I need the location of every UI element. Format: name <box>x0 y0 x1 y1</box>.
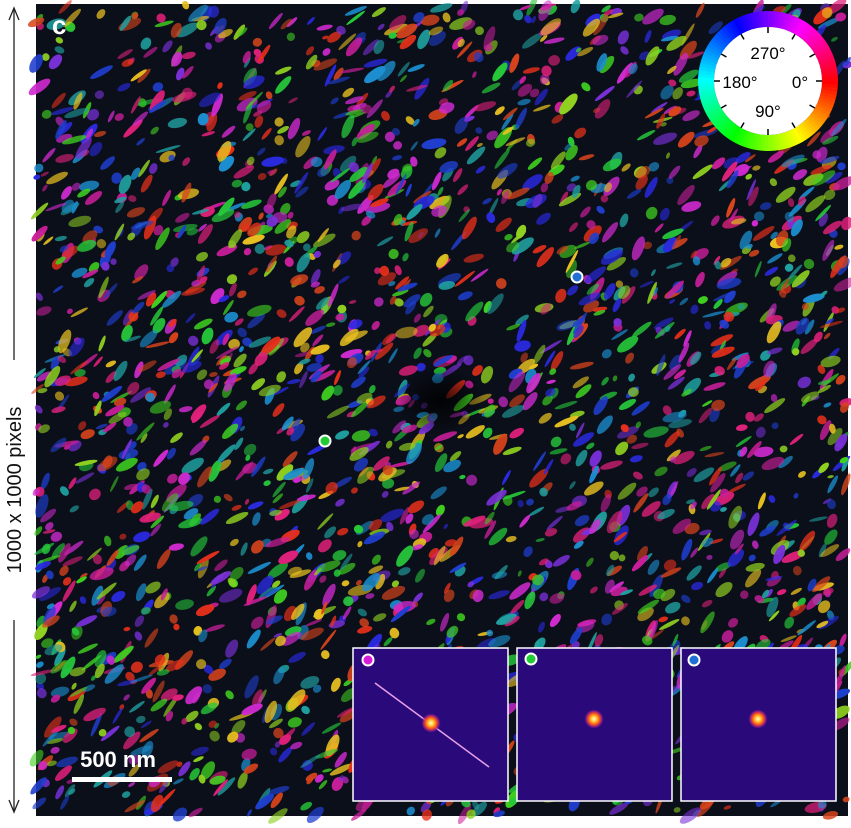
wheel-label-270: 270° <box>750 44 785 63</box>
marker-green <box>318 434 332 448</box>
inset-marker-green <box>524 652 538 666</box>
color-wheel-center <box>714 27 822 135</box>
marker-blue <box>570 270 584 284</box>
arrow-head-down <box>8 799 20 814</box>
wheel-label-180: 180° <box>722 73 757 92</box>
scale-bar: 500 nm <box>72 747 172 782</box>
inset-magenta <box>352 647 509 802</box>
color-wheel: 270° 180° 0° 90° <box>698 11 838 151</box>
orientation-map <box>27 0 851 825</box>
inset-marker-blue <box>687 653 701 667</box>
inset-green <box>516 647 673 802</box>
wheel-label-0: 0° <box>792 73 808 92</box>
scale-bar-line <box>72 777 172 782</box>
color-wheel-ring <box>698 11 838 151</box>
inset-blue <box>680 647 837 802</box>
scale-bar-label: 500 nm <box>80 747 156 772</box>
diffraction-spot <box>748 709 768 729</box>
diffraction-spot <box>584 709 604 729</box>
dimension-indicator: 1000 x 1000 pixels <box>4 6 26 814</box>
color-wheel-ticks <box>714 27 822 135</box>
grain-texture <box>27 0 851 825</box>
inset-marker-magenta <box>361 653 375 667</box>
diffraction-spot <box>421 713 441 733</box>
dimension-label: 1000 x 1000 pixels <box>4 407 26 574</box>
panel-label: c <box>52 10 66 40</box>
dark-region <box>395 365 485 435</box>
arrow-head-up <box>8 6 20 21</box>
wheel-label-90: 90° <box>755 102 781 121</box>
